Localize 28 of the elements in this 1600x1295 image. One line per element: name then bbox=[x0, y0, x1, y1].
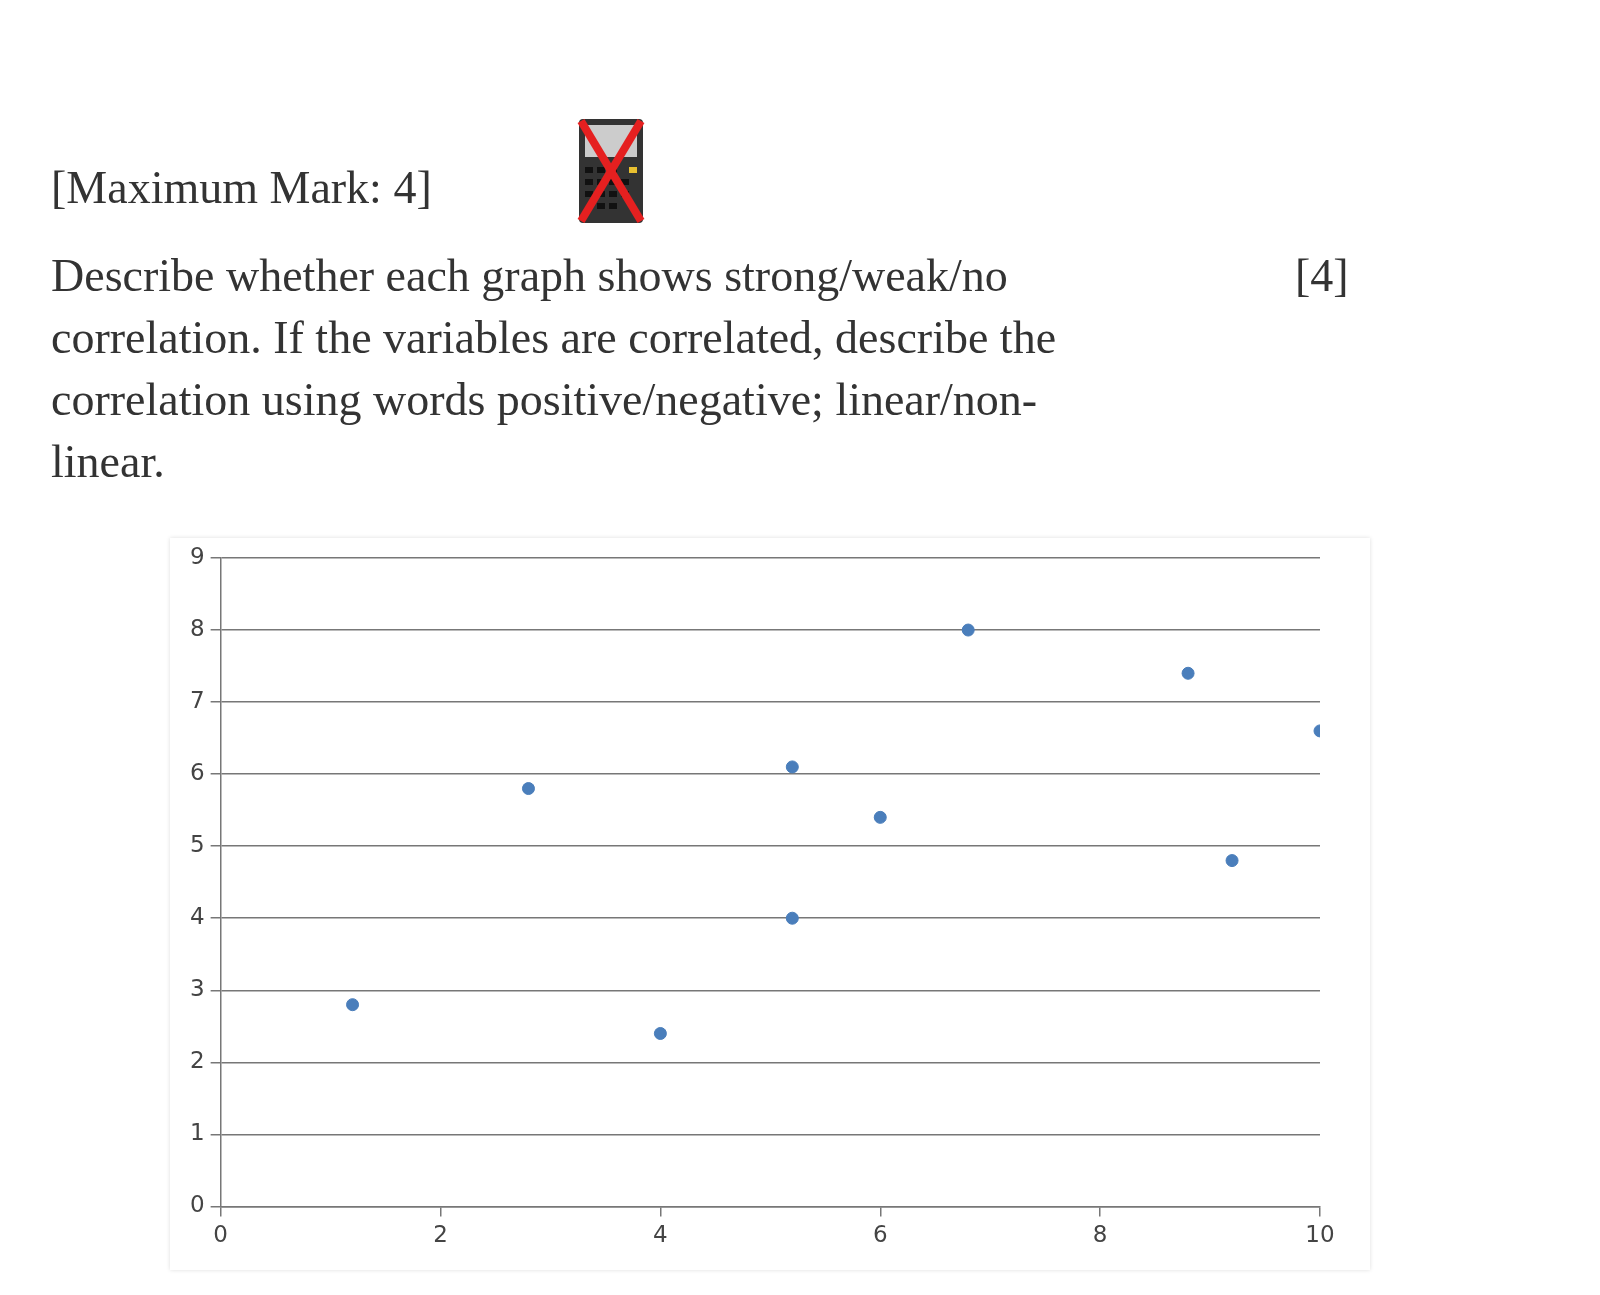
x-tick-label: 8 bbox=[1092, 1221, 1108, 1248]
y-tick-label: 9 bbox=[189, 542, 205, 569]
x-tick-label: 4 bbox=[653, 1221, 668, 1248]
point bbox=[785, 760, 799, 774]
y-tick-label: 2 bbox=[189, 1047, 205, 1074]
point bbox=[346, 998, 360, 1012]
chart-subtitle: Describe whether each graph shows strong/weak/no correlation. If the variables are correlated, describe the correlation using words positive/negative; linear/non-linear. bbox=[51, 249, 1058, 489]
point bbox=[961, 623, 975, 637]
y-tick-label: 1 bbox=[189, 1119, 205, 1146]
text: [4] bbox=[1295, 249, 1349, 303]
point bbox=[653, 1026, 667, 1040]
x-tick-label: 2 bbox=[433, 1221, 448, 1248]
y-tick-label: 5 bbox=[189, 831, 205, 858]
x-tick-label: 0 bbox=[213, 1221, 228, 1248]
point bbox=[1225, 854, 1239, 868]
point bbox=[521, 782, 535, 796]
y-tick-label: 7 bbox=[189, 687, 205, 714]
point bbox=[873, 810, 887, 824]
x-tick-label: 10 bbox=[1305, 1221, 1335, 1248]
y-tick-label: 3 bbox=[189, 975, 205, 1002]
y-tick-label: 0 bbox=[189, 1191, 205, 1218]
point bbox=[785, 911, 799, 925]
chart-title: [Maximum Mark: 4] bbox=[51, 161, 432, 215]
x-tick-label: 6 bbox=[872, 1221, 888, 1248]
y-tick-label: 4 bbox=[189, 903, 205, 930]
y-tick-label: 8 bbox=[189, 615, 205, 642]
point bbox=[1181, 666, 1195, 680]
y-tick-label: 6 bbox=[189, 759, 205, 786]
